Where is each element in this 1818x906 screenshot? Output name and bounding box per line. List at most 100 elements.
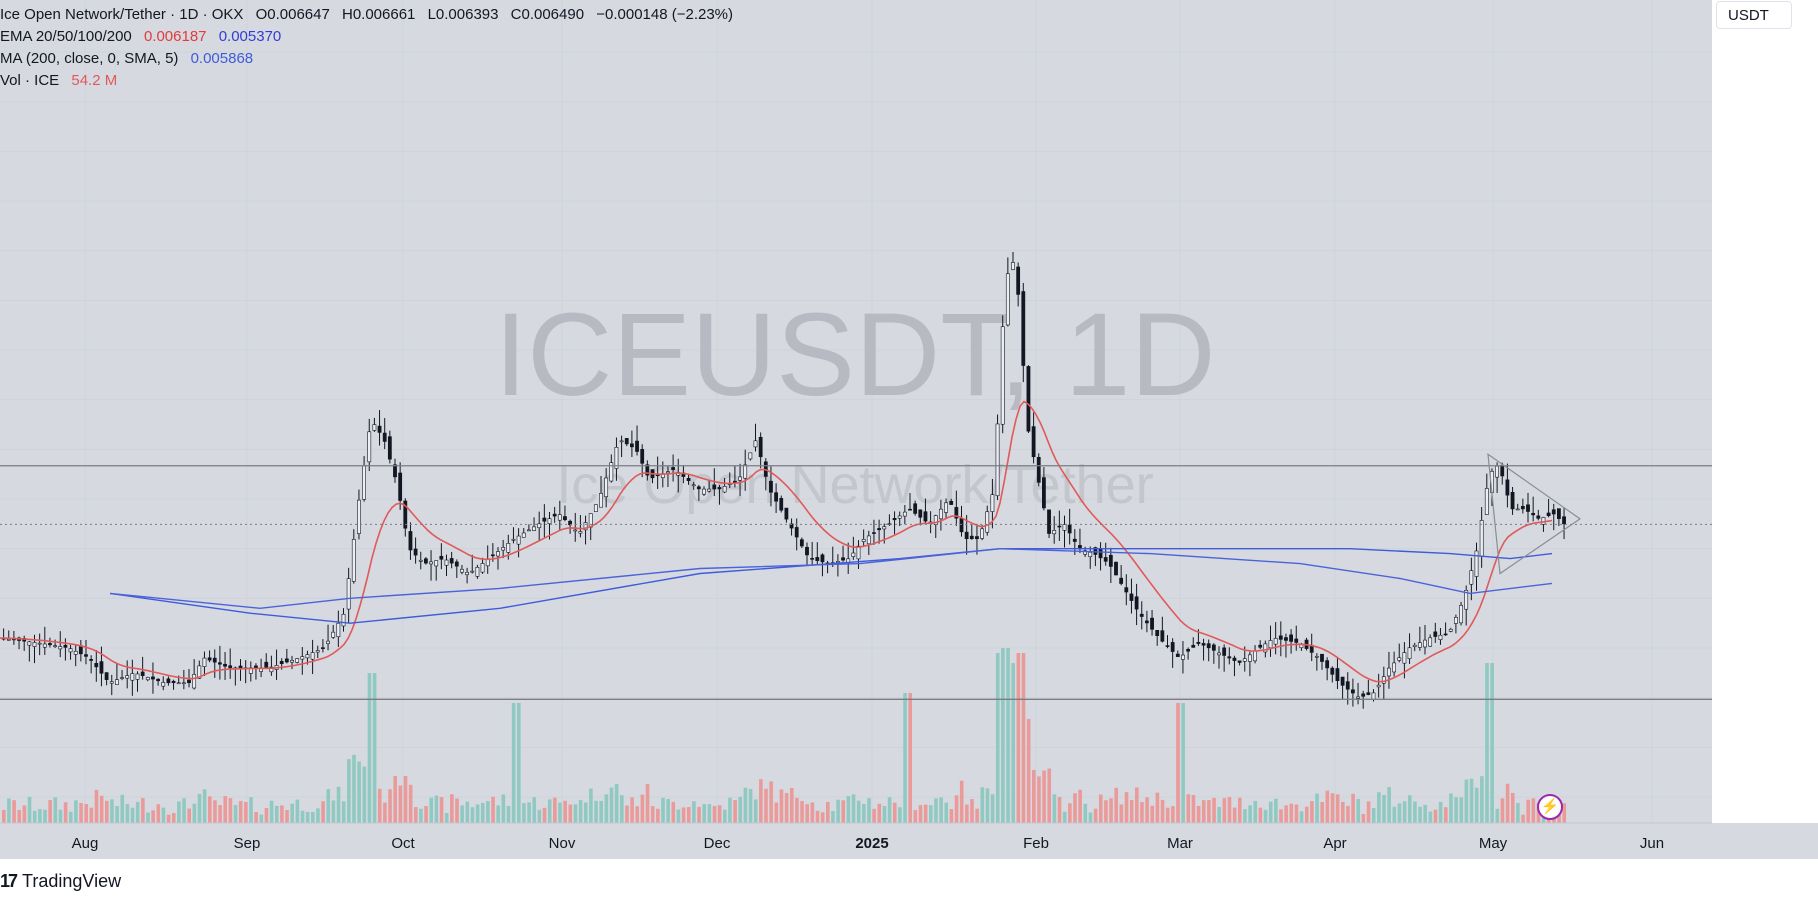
currency-selector[interactable]: USDT	[1716, 1, 1792, 29]
candle-up	[470, 570, 475, 573]
volume-bar	[1510, 792, 1515, 823]
candle-up	[1392, 662, 1397, 673]
candle-down	[223, 663, 227, 667]
candle-up	[1459, 605, 1463, 624]
volume-bar	[1423, 804, 1427, 823]
volume-value: 54.2 M	[71, 72, 118, 89]
candle-up	[501, 547, 506, 551]
candle-up	[310, 652, 315, 660]
candle-up	[125, 675, 130, 679]
volume-bar	[12, 800, 16, 823]
volume-bar	[177, 801, 181, 823]
volume-bar	[321, 801, 325, 823]
candle-up	[295, 658, 300, 663]
candle-down	[1036, 456, 1041, 483]
volume-bar	[1037, 776, 1041, 823]
volume-bar	[491, 796, 495, 823]
candle-down	[624, 438, 629, 445]
volume-bar	[43, 809, 47, 823]
volume-bar	[135, 801, 140, 823]
candle-down	[1536, 515, 1541, 519]
candle-down	[1443, 633, 1448, 636]
volume-bar	[877, 803, 882, 823]
volume-bar	[1068, 803, 1072, 823]
candle-up	[990, 494, 995, 512]
volume-bar	[542, 807, 547, 823]
volume-bar	[17, 809, 22, 823]
candle-up	[485, 559, 490, 567]
time-tick: Apr	[1323, 835, 1346, 852]
volume-bar	[795, 797, 799, 823]
volume-bar	[341, 801, 346, 823]
candle-up	[506, 543, 511, 553]
ema-row[interactable]: EMA 20/50/100/200 0.006187 0.005370	[0, 26, 733, 48]
candle-up	[516, 535, 521, 545]
candle-up	[351, 539, 356, 582]
candle-down	[1067, 524, 1072, 534]
candle-up	[418, 559, 423, 562]
volume-bar	[1057, 797, 1062, 823]
volume-bar	[233, 805, 238, 823]
candle-down	[1284, 637, 1288, 641]
ma-row[interactable]: MA (200, close, 0, SMA, 5) 0.005868	[0, 48, 733, 70]
candle-up	[707, 488, 712, 492]
volume-bar	[939, 797, 943, 823]
volume-bar	[1304, 806, 1309, 823]
volume-bar	[1150, 805, 1155, 823]
volume-bar	[965, 804, 969, 823]
candle-down	[717, 487, 722, 490]
candle-up	[1083, 550, 1088, 555]
candle-down	[1289, 634, 1294, 642]
volume-bar	[789, 787, 794, 823]
candle-up	[856, 545, 861, 560]
candle-up	[691, 484, 696, 487]
candle-down	[1124, 587, 1129, 593]
volume-bar	[94, 789, 99, 823]
volume-row[interactable]: Vol · ICE 54.2 M	[0, 70, 733, 92]
candle-down	[218, 662, 222, 665]
candle-down	[382, 432, 387, 442]
lightning-icon[interactable]: ⚡	[1537, 794, 1563, 820]
volume-bar	[1253, 800, 1258, 823]
volume-bar	[656, 808, 660, 823]
volume-bar	[1104, 800, 1108, 823]
volume-bar	[1248, 805, 1252, 823]
volume-bar	[197, 793, 202, 823]
volume-bar	[68, 811, 73, 823]
candle-up	[1469, 570, 1474, 585]
candle-down	[1016, 266, 1021, 295]
tradingview-brand[interactable]: 17 TradingView	[0, 871, 121, 892]
volume-bar	[347, 759, 351, 823]
candle-down	[1551, 509, 1556, 515]
candle-up	[1495, 465, 1500, 478]
volume-bar	[1341, 801, 1345, 823]
candle-up	[496, 551, 500, 557]
volume-bar	[434, 795, 439, 823]
candle-down	[1500, 464, 1505, 477]
brand-name: TradingView	[22, 871, 122, 891]
volume-bar	[594, 800, 598, 823]
candle-down	[1211, 644, 1216, 651]
candle-down	[805, 546, 809, 556]
candle-down	[954, 507, 959, 519]
time-tick: Aug	[72, 835, 99, 852]
symbol-row[interactable]: Ice Open Network/Tether · 1D · OKX O0.00…	[0, 4, 733, 26]
candle-down	[254, 665, 258, 669]
volume-bar	[810, 802, 815, 823]
volume-bar	[84, 804, 88, 823]
candle-up	[269, 666, 274, 673]
volume-bar	[1176, 703, 1180, 823]
volume-bar	[743, 787, 748, 823]
volume-bar	[990, 794, 995, 823]
candle-up	[326, 640, 330, 644]
volume-bar	[1124, 792, 1129, 823]
candle-down	[872, 532, 876, 534]
price-axis[interactable]	[1712, 0, 1818, 823]
candle-up	[985, 511, 990, 533]
candle-up	[902, 511, 907, 517]
volume-bar	[213, 800, 217, 823]
candle-down	[238, 665, 243, 669]
volume-bar	[733, 800, 737, 823]
